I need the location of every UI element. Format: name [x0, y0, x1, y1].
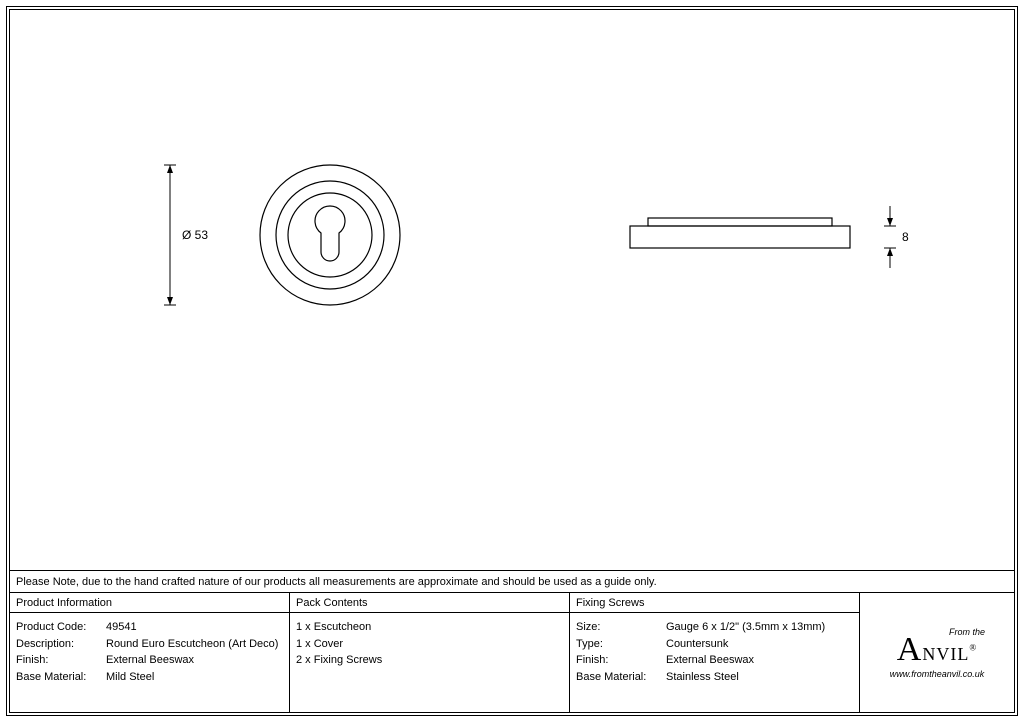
fixing-screws-body: Size:Gauge 6 x 1/2" (3.5mm x 13mm)Type:C…	[570, 613, 859, 712]
label: Product Code:	[16, 619, 106, 636]
logo-url: www.fromtheanvil.co.uk	[890, 669, 985, 679]
value: Gauge 6 x 1/2" (3.5mm x 13mm)	[666, 619, 825, 636]
svg-text:Ø 53: Ø 53	[182, 228, 208, 242]
value: External Beeswax	[666, 652, 754, 669]
product-info-column: Product Information Product Code:49541De…	[10, 593, 290, 712]
label: Base Material:	[576, 669, 666, 686]
logo-registered: ®	[969, 642, 977, 652]
technical-drawing: Ø 53 8	[10, 10, 1014, 570]
info-row: Product Information Product Code:49541De…	[10, 592, 1014, 712]
screws-info-row: Type:Countersunk	[576, 636, 853, 653]
outer-frame: Ø 53 8 Please Note, due to the hand craft…	[6, 6, 1018, 716]
pack-item: 1 x Escutcheon	[296, 619, 563, 636]
fixing-screws-column: Fixing Screws Size:Gauge 6 x 1/2" (3.5mm…	[570, 593, 860, 712]
logo-main: Anvil®	[897, 631, 977, 669]
pack-contents-body: 1 x Escutcheon1 x Cover2 x Fixing Screws	[290, 613, 569, 712]
value: Stainless Steel	[666, 669, 739, 686]
inner-frame: Ø 53 8 Please Note, due to the hand craft…	[9, 9, 1015, 713]
label: Base Material:	[16, 669, 106, 686]
value: Round Euro Escutcheon (Art Deco)	[106, 636, 278, 653]
screws-info-row: Finish:External Beeswax	[576, 652, 853, 669]
note-row: Please Note, due to the hand crafted nat…	[10, 570, 1014, 592]
product-info-row: Description:Round Euro Escutcheon (Art D…	[16, 636, 283, 653]
value: External Beeswax	[106, 652, 194, 669]
value: Countersunk	[666, 636, 728, 653]
screws-info-row: Size:Gauge 6 x 1/2" (3.5mm x 13mm)	[576, 619, 853, 636]
product-info-body: Product Code:49541Description:Round Euro…	[10, 613, 289, 712]
pack-contents-title: Pack Contents	[290, 593, 569, 613]
drawing-area: Ø 53 8	[10, 10, 1014, 570]
fixing-screws-title: Fixing Screws	[570, 593, 859, 613]
product-info-title: Product Information	[10, 593, 289, 613]
label: Finish:	[576, 652, 666, 669]
product-info-row: Product Code:49541	[16, 619, 283, 636]
label: Type:	[576, 636, 666, 653]
product-info-row: Finish:External Beeswax	[16, 652, 283, 669]
pack-contents-column: Pack Contents 1 x Escutcheon1 x Cover2 x…	[290, 593, 570, 712]
label: Description:	[16, 636, 106, 653]
label: Size:	[576, 619, 666, 636]
logo-column: From the Anvil® www.fromtheanvil.co.uk	[860, 593, 1014, 712]
screws-info-row: Base Material:Stainless Steel	[576, 669, 853, 686]
pack-item: 2 x Fixing Screws	[296, 652, 563, 669]
value: Mild Steel	[106, 669, 154, 686]
note-text: Please Note, due to the hand crafted nat…	[16, 576, 657, 588]
product-info-row: Base Material:Mild Steel	[16, 669, 283, 686]
label: Finish:	[16, 652, 106, 669]
svg-text:8: 8	[902, 230, 909, 244]
value: 49541	[106, 619, 137, 636]
pack-item: 1 x Cover	[296, 636, 563, 653]
